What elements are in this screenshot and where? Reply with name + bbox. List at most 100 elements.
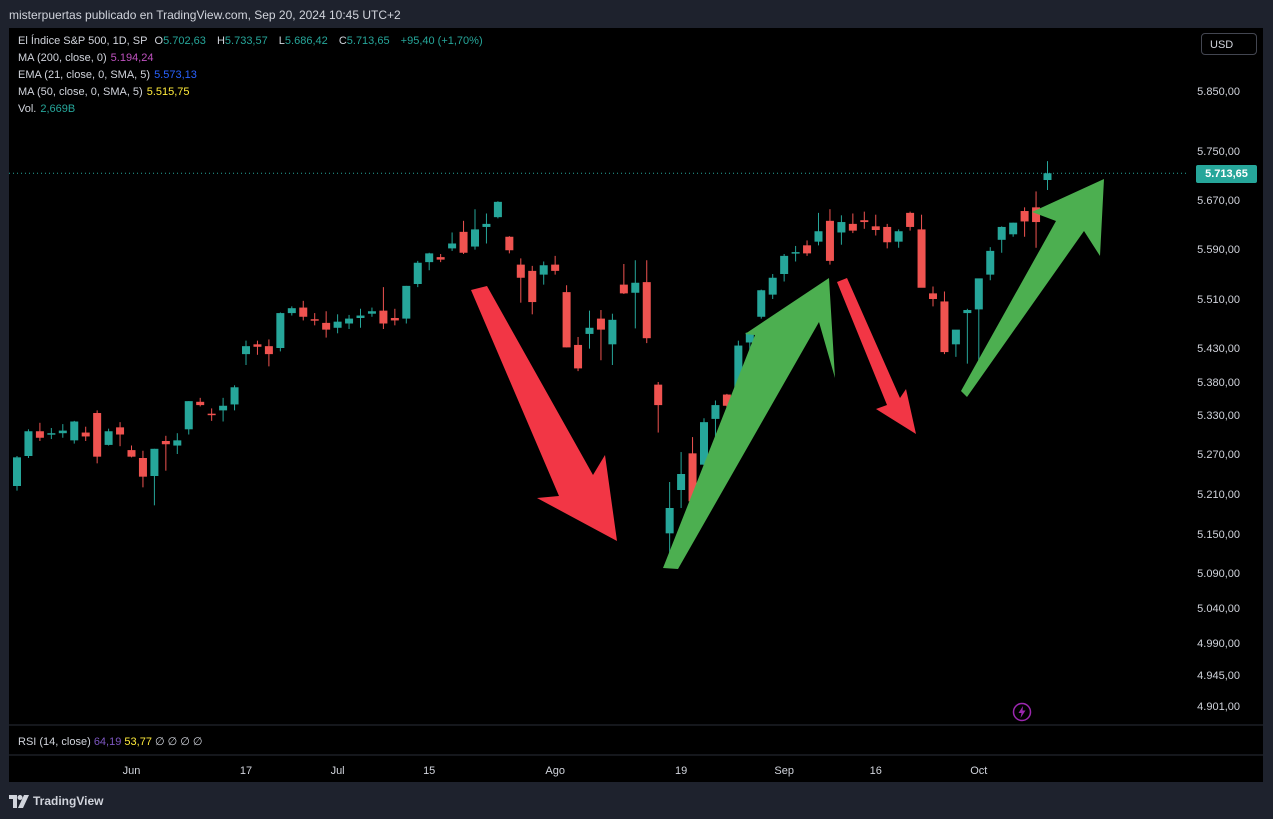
candle[interactable] — [81, 426, 90, 441]
chart-svg[interactable]: 5.850,00 5.750,00 5.670,00 5.590,00 5.510,00… — [9, 28, 1263, 782]
candle[interactable] — [413, 260, 422, 288]
candle[interactable] — [299, 300, 308, 321]
candle[interactable] — [13, 456, 21, 491]
candle[interactable] — [608, 313, 617, 365]
candle[interactable] — [1043, 161, 1052, 190]
candle[interactable] — [482, 213, 491, 244]
candle[interactable] — [825, 209, 834, 265]
candle[interactable] — [1020, 207, 1029, 237]
candle[interactable] — [173, 433, 182, 454]
candle[interactable] — [116, 422, 125, 447]
candle-body — [505, 236, 514, 251]
candle[interactable] — [700, 418, 708, 469]
candle-body — [287, 308, 296, 314]
candle[interactable] — [1032, 191, 1041, 248]
candle[interactable] — [58, 424, 67, 438]
candle[interactable] — [883, 223, 892, 249]
candle[interactable] — [642, 260, 651, 344]
candle[interactable] — [894, 229, 903, 248]
candle[interactable] — [619, 264, 628, 294]
candle[interactable] — [310, 313, 319, 326]
candle[interactable] — [574, 336, 583, 372]
candle[interactable] — [161, 435, 170, 471]
candle[interactable] — [93, 410, 102, 464]
candle[interactable] — [264, 339, 273, 367]
candle[interactable] — [768, 274, 777, 299]
candle-body — [562, 292, 571, 348]
candle[interactable] — [505, 236, 514, 254]
candle[interactable] — [986, 247, 995, 281]
lightning-icon[interactable] — [1012, 702, 1032, 722]
candle[interactable] — [654, 382, 663, 433]
candle[interactable] — [104, 428, 113, 446]
y-tick-label: 5.590,00 — [1197, 244, 1240, 256]
candle[interactable] — [791, 245, 800, 262]
candle[interactable] — [665, 482, 674, 554]
candle[interactable] — [287, 306, 296, 316]
candle[interactable] — [70, 420, 79, 444]
candle[interactable] — [459, 220, 468, 254]
candle[interactable] — [24, 429, 33, 458]
candle[interactable] — [539, 261, 548, 285]
candle[interactable] — [871, 214, 880, 236]
candle[interactable] — [390, 308, 399, 326]
candle[interactable] — [677, 452, 686, 508]
candle[interactable] — [951, 329, 960, 357]
candle[interactable] — [242, 340, 250, 365]
candle[interactable] — [997, 226, 1006, 253]
candle[interactable] — [929, 286, 937, 307]
candle[interactable] — [963, 308, 972, 364]
currency-button[interactable]: USD — [1201, 33, 1257, 55]
candle[interactable] — [196, 397, 205, 407]
chart-area[interactable]: 5.850,00 5.750,00 5.670,00 5.590,00 5.510,00… — [9, 28, 1263, 782]
red-down-arrow-2[interactable] — [837, 278, 916, 434]
candle[interactable] — [940, 291, 949, 355]
candle[interactable] — [860, 211, 869, 229]
candle[interactable] — [322, 311, 331, 338]
candle[interactable] — [333, 314, 342, 334]
candle[interactable] — [551, 255, 560, 275]
candle[interactable] — [803, 240, 812, 256]
candle[interactable] — [974, 278, 983, 363]
candle[interactable] — [906, 211, 915, 231]
candle[interactable] — [448, 232, 457, 251]
candle[interactable] — [138, 450, 147, 488]
candle[interactable] — [528, 265, 537, 315]
candle[interactable] — [917, 214, 926, 288]
candle[interactable] — [436, 254, 445, 263]
candle[interactable] — [471, 209, 479, 250]
candle[interactable] — [127, 445, 136, 458]
candle[interactable] — [35, 422, 44, 441]
candle[interactable] — [356, 308, 365, 328]
green-up-arrow-2[interactable] — [961, 179, 1104, 397]
candle[interactable] — [402, 285, 411, 324]
candle[interactable] — [837, 215, 846, 245]
candle[interactable] — [345, 314, 354, 330]
candle[interactable] — [814, 212, 823, 246]
candle[interactable] — [184, 401, 193, 435]
candle[interactable] — [631, 260, 640, 329]
candle[interactable] — [425, 252, 434, 271]
candle[interactable] — [722, 393, 731, 408]
candle[interactable] — [1009, 222, 1018, 237]
candle[interactable] — [47, 428, 56, 440]
green-up-arrow-1[interactable] — [663, 278, 835, 569]
candle[interactable] — [230, 385, 239, 411]
candle[interactable] — [596, 310, 605, 361]
red-down-arrow-1[interactable] — [471, 286, 617, 541]
candle[interactable] — [848, 213, 857, 234]
candle[interactable] — [585, 310, 594, 349]
candle[interactable] — [276, 312, 285, 352]
candle[interactable] — [493, 201, 502, 219]
candle[interactable] — [562, 285, 571, 348]
candle[interactable] — [780, 254, 789, 282]
candle[interactable] — [150, 448, 159, 506]
candle[interactable] — [379, 287, 388, 330]
candle[interactable] — [207, 408, 216, 421]
candle[interactable] — [757, 289, 766, 319]
candle[interactable] — [253, 340, 262, 355]
candle[interactable] — [219, 397, 228, 422]
candle[interactable] — [516, 258, 525, 303]
candle-body — [230, 387, 239, 405]
candle[interactable] — [367, 307, 376, 317]
